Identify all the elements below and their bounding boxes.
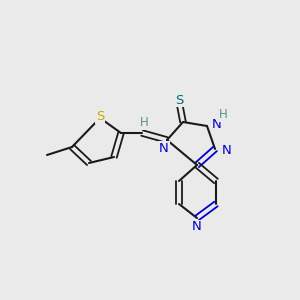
Text: N: N — [212, 118, 222, 130]
Text: H: H — [219, 109, 227, 122]
Text: S: S — [175, 94, 183, 106]
Text: N: N — [159, 142, 169, 154]
Text: H: H — [140, 116, 148, 130]
Text: S: S — [96, 110, 104, 124]
Text: N: N — [222, 145, 232, 158]
Text: N: N — [192, 220, 202, 233]
